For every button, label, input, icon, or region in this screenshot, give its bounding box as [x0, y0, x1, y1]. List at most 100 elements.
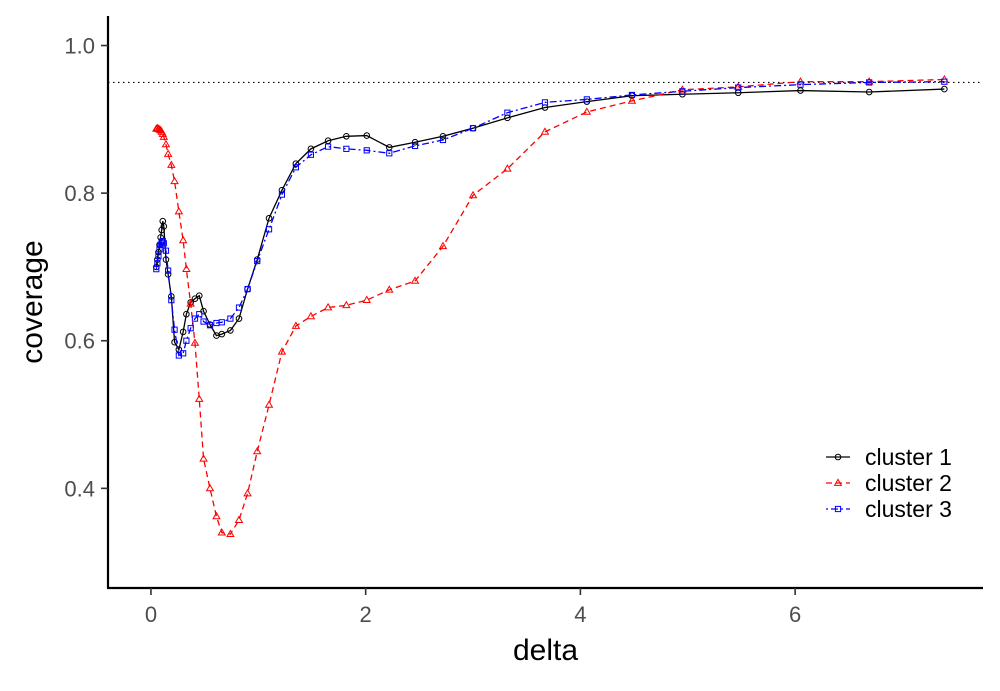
data-point	[234, 515, 244, 523]
series-line	[155, 78, 945, 535]
legend-key-marker	[834, 505, 842, 513]
y-tick-label: 0.6	[64, 329, 95, 354]
data-point	[468, 190, 478, 199]
data-point	[162, 247, 170, 254]
data-point	[363, 147, 370, 154]
legend-item-2: cluster 2	[826, 470, 952, 496]
data-point	[194, 394, 204, 402]
y-tick-label: 0.4	[64, 476, 95, 501]
data-point	[582, 107, 592, 115]
data-point	[324, 143, 332, 150]
legend-item-1: cluster 1	[826, 444, 952, 470]
data-point	[170, 176, 179, 185]
data-point	[277, 347, 287, 355]
data-point	[797, 87, 804, 94]
data-point	[628, 91, 636, 99]
x-axis-title: delta	[513, 634, 578, 667]
data-point	[363, 132, 371, 139]
data-point	[733, 82, 743, 90]
data-point	[411, 138, 419, 146]
data-point	[158, 226, 165, 234]
data-point	[265, 214, 273, 222]
data-point	[342, 300, 351, 309]
x-tick-label: 0	[145, 602, 157, 627]
data-point	[292, 164, 299, 171]
data-point	[161, 139, 171, 148]
data-point	[155, 252, 162, 259]
data-point	[205, 483, 215, 492]
data-point	[265, 226, 273, 233]
data-point	[941, 78, 948, 85]
data-point	[179, 328, 187, 336]
x-tick-label: 4	[574, 602, 586, 627]
data-point	[154, 260, 161, 267]
data-point	[469, 125, 477, 132]
data-point	[190, 338, 200, 346]
data-point	[323, 302, 333, 311]
data-point	[306, 311, 316, 320]
data-point	[540, 127, 550, 135]
legend-item-3: cluster 3	[826, 496, 952, 522]
data-point	[797, 81, 804, 88]
data-point	[167, 160, 176, 168]
data-point	[227, 327, 234, 334]
y-axis-title: coverage	[16, 240, 49, 363]
data-point	[156, 246, 163, 253]
legend-label: cluster 3	[865, 496, 952, 522]
data-point	[171, 326, 178, 333]
data-point	[735, 84, 742, 91]
y-tick-label: 0.8	[64, 181, 95, 206]
data-point	[187, 325, 194, 332]
data-point	[218, 319, 225, 326]
data-point	[235, 304, 243, 311]
data-point	[158, 129, 168, 137]
data-point	[866, 79, 873, 86]
data-point	[343, 133, 350, 140]
data-point	[183, 337, 190, 344]
data-point	[191, 295, 199, 302]
data-point	[410, 276, 420, 284]
data-point	[264, 400, 274, 408]
data-point	[160, 240, 167, 247]
data-point	[307, 151, 315, 158]
data-point	[195, 292, 203, 300]
legend-label: cluster 2	[865, 470, 952, 496]
data-point	[186, 299, 195, 307]
data-point	[178, 235, 188, 244]
data-point	[583, 96, 590, 103]
y-tick-label: 1.0	[64, 34, 95, 59]
legend-key-marker	[833, 478, 843, 486]
data-point	[278, 191, 286, 198]
data-point	[206, 322, 214, 329]
legend-label: cluster 1	[865, 444, 952, 470]
x-tick-label: 6	[789, 602, 801, 627]
legend-key-marker	[834, 453, 842, 461]
data-point	[439, 136, 447, 144]
data-point	[153, 266, 160, 273]
data-point	[254, 257, 261, 265]
data-point	[541, 99, 549, 106]
data-point	[227, 315, 234, 322]
data-point	[199, 454, 208, 462]
data-point	[941, 85, 948, 93]
data-point	[196, 311, 203, 318]
data-point	[679, 88, 686, 95]
series-2	[152, 74, 949, 537]
data-point	[362, 295, 372, 303]
data-point	[235, 315, 243, 322]
series-3	[153, 78, 948, 359]
data-point	[504, 109, 511, 116]
data-point	[180, 350, 187, 357]
data-point	[171, 338, 178, 346]
series-line	[155, 81, 945, 357]
data-point	[307, 145, 315, 153]
data-point	[627, 96, 637, 104]
axes-layer	[106, 16, 983, 590]
data-point	[168, 297, 175, 304]
data-point	[292, 160, 300, 167]
data-point	[191, 315, 199, 322]
data-point	[174, 206, 184, 215]
data-point	[865, 88, 873, 96]
